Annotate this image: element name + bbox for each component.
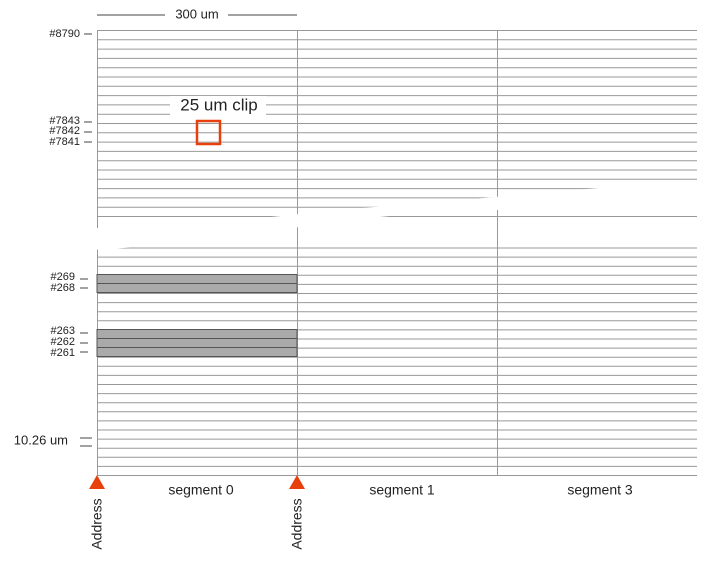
address-label: Address <box>289 498 305 549</box>
row-label: #7842 <box>49 125 80 137</box>
selected-rows <box>96 274 298 357</box>
row-label: #7841 <box>49 136 80 148</box>
row-label: #8790 <box>49 28 80 40</box>
row-label: #7843 <box>49 115 80 127</box>
clip-box <box>195 119 222 146</box>
row-label: #261 <box>51 347 75 359</box>
address-marker <box>289 475 305 489</box>
address-label: Address <box>89 498 105 549</box>
segment-label: segment 3 <box>567 482 633 498</box>
pitch-label: 10.26 um <box>14 432 68 447</box>
clip-label-bg <box>170 96 266 116</box>
label-ticks <box>80 33 92 447</box>
segment-label: segment 0 <box>168 482 234 498</box>
address-marker <box>89 475 105 489</box>
row-label: #268 <box>51 282 75 294</box>
break <box>90 183 704 250</box>
segment-label: segment 1 <box>369 482 435 498</box>
row-label: #263 <box>51 325 75 337</box>
clip-label: 25 um clip <box>180 95 257 114</box>
row-bar <box>96 274 298 284</box>
row-label: #262 <box>51 336 75 348</box>
scale-label: 300 um <box>175 6 218 21</box>
row-label: #269 <box>51 271 75 283</box>
row-bar <box>96 329 298 339</box>
row-bar <box>96 338 298 348</box>
row-bar <box>96 347 298 357</box>
row-bar <box>96 283 298 293</box>
